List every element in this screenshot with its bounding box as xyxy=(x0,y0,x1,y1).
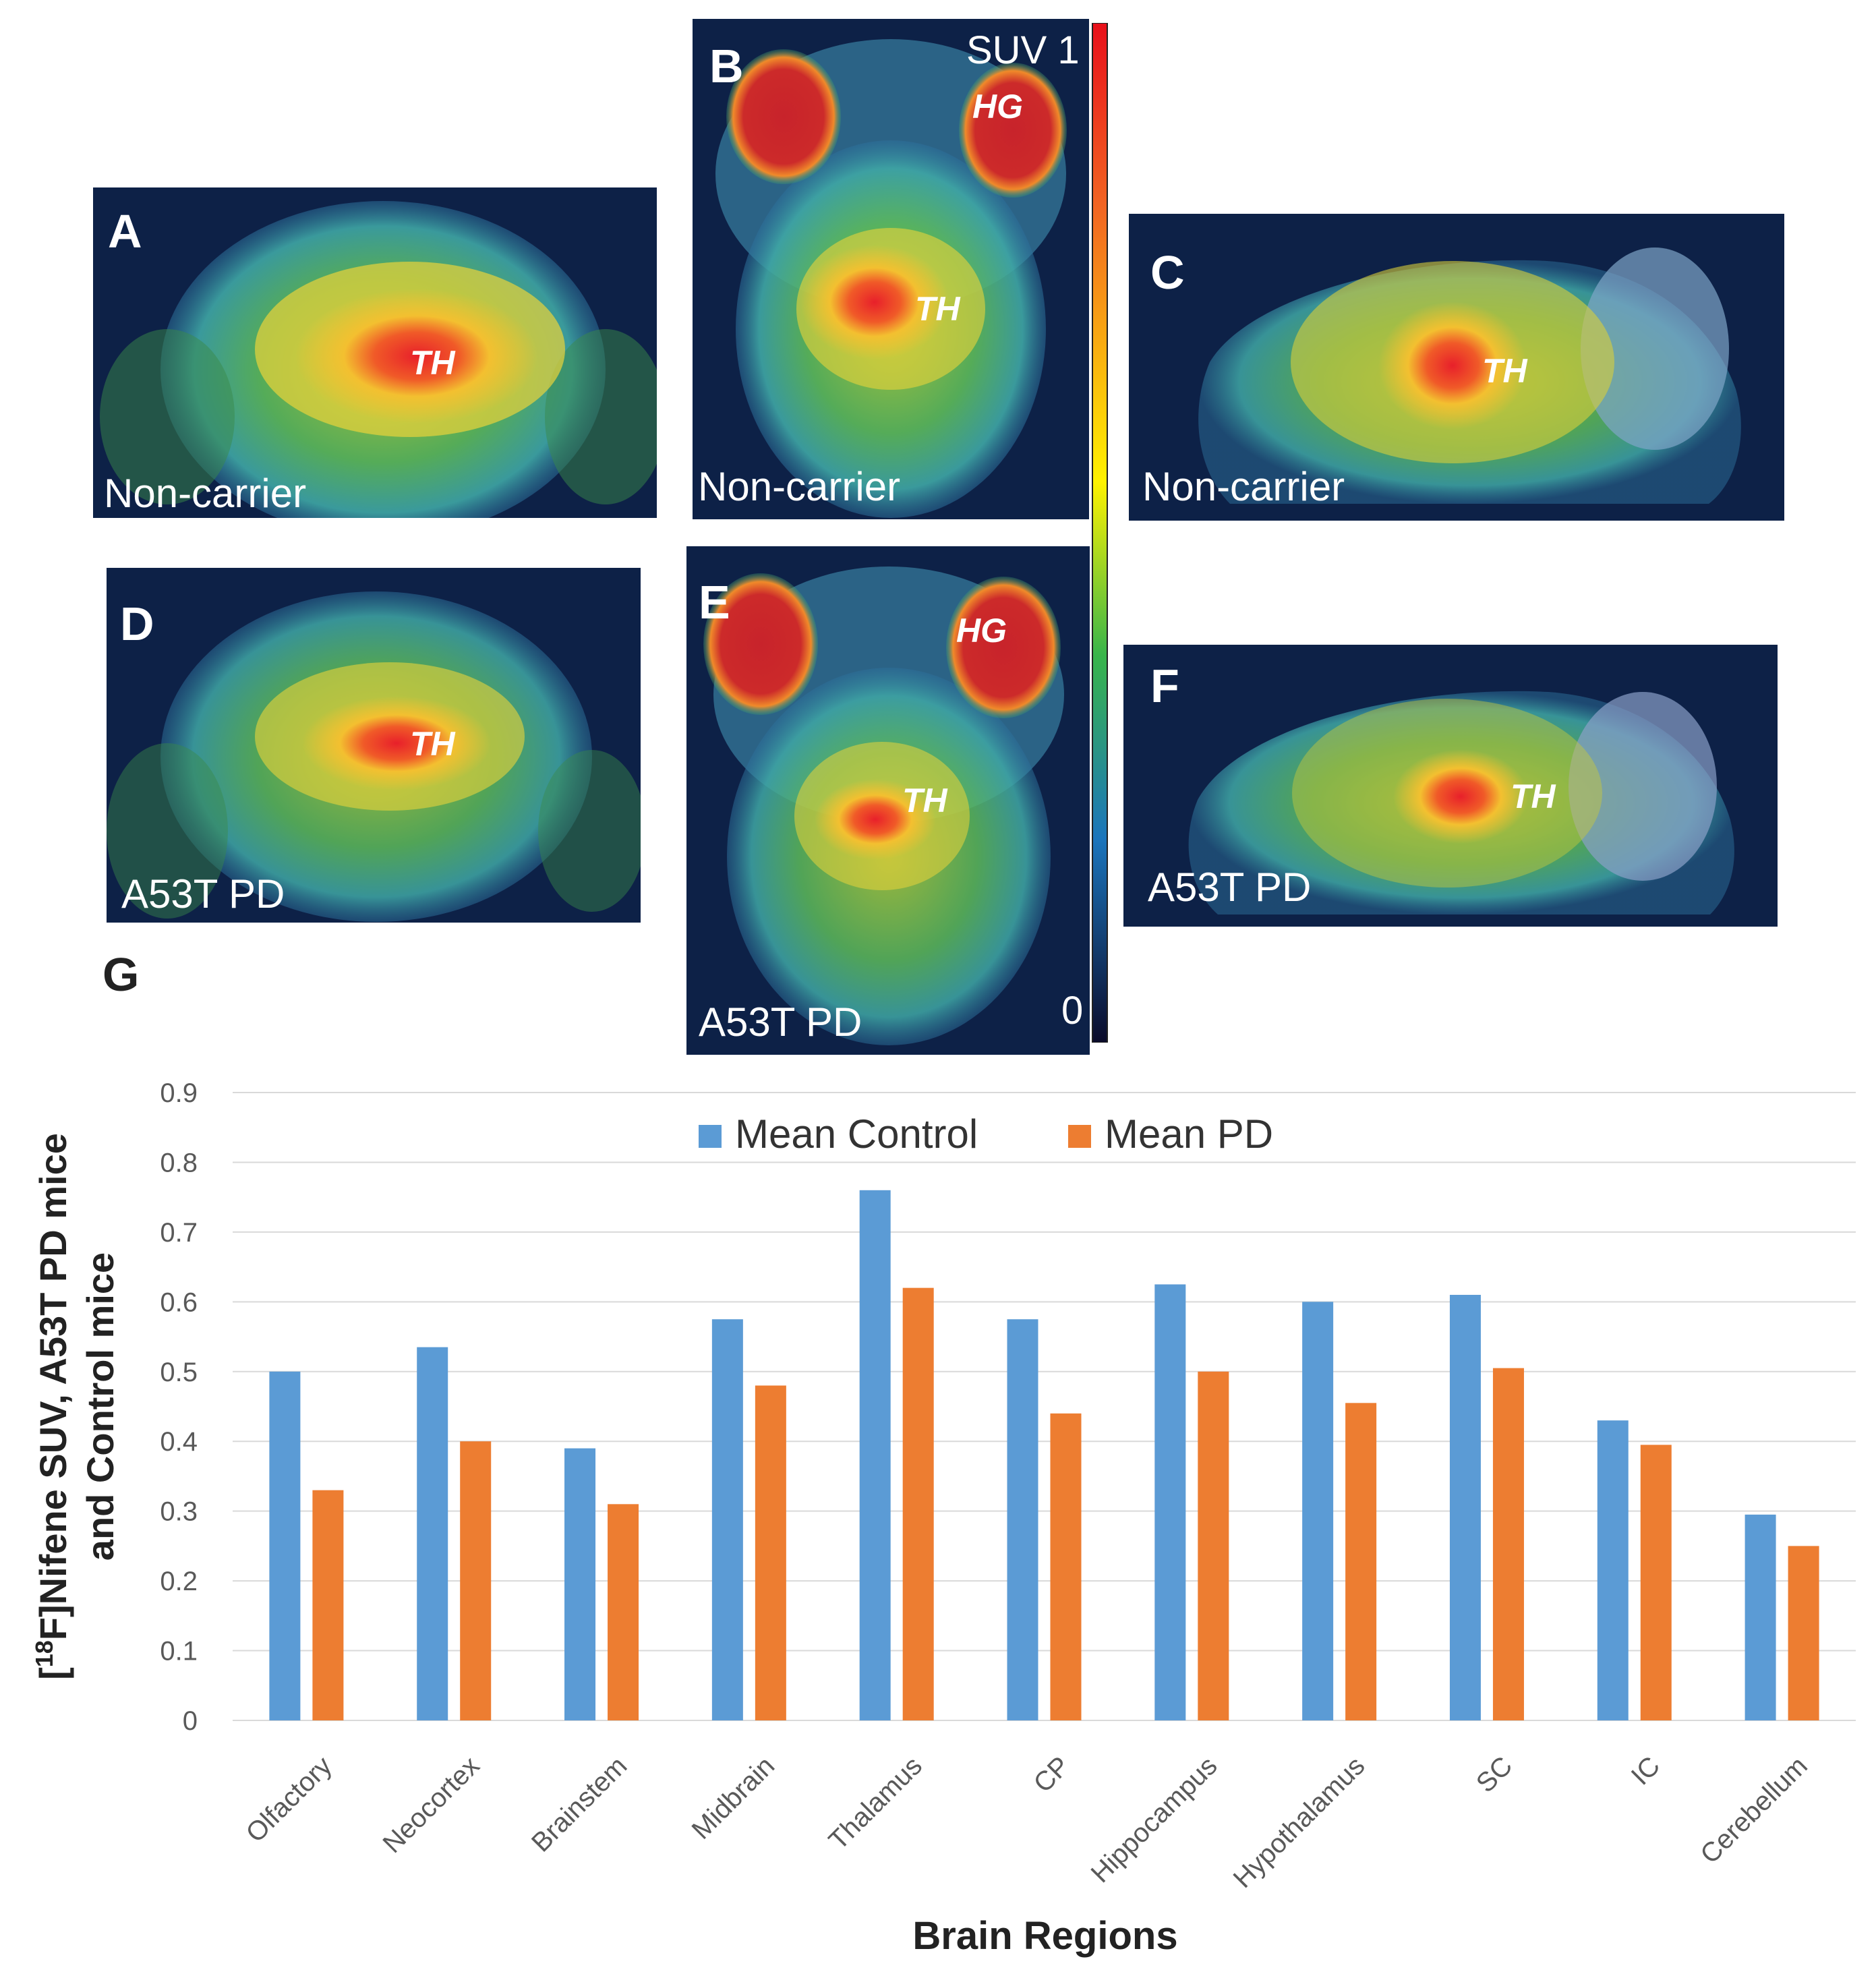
panel-c-sagittal-non-carrier: C TH Non-carrier xyxy=(1129,214,1784,521)
panel-letter-c: C xyxy=(1150,246,1185,299)
bar-control-midbrain xyxy=(711,1319,743,1720)
y-axis-title-line-1: [18F]Nifene SUV, A53T PD mice xyxy=(30,1133,75,1680)
region-label-th: TH xyxy=(1482,352,1527,390)
bar-control-hippocampus xyxy=(1154,1284,1186,1720)
sagittal-scan-image xyxy=(1129,214,1784,521)
region-label-hg: HG xyxy=(972,88,1023,125)
x-tick-label: Neocortex xyxy=(378,1751,486,1859)
y-tick-label: 0.7 xyxy=(160,1218,198,1248)
colorbar-suv-label: SUV 1 xyxy=(966,28,1080,72)
bars xyxy=(269,1190,1819,1720)
region-label-th: TH xyxy=(1511,778,1556,815)
y-tick-label: 0.1 xyxy=(160,1637,198,1666)
colorbar-min-label: 0 xyxy=(1061,989,1084,1033)
y-axis-title-line-2: and Control mice xyxy=(79,1252,121,1561)
region-label-th: TH xyxy=(410,725,455,763)
horizontal-scan-image xyxy=(686,546,1090,1055)
group-label: Non-carrier xyxy=(698,464,901,509)
region-label-th: TH xyxy=(410,344,455,382)
coronal-scan-image xyxy=(93,187,657,518)
y-tick-label: 0.4 xyxy=(160,1427,198,1457)
bar-control-thalamus xyxy=(859,1190,891,1720)
y-tick-label: 0.3 xyxy=(160,1497,198,1527)
group-label: A53T PD xyxy=(121,871,285,917)
bar-control-ic xyxy=(1597,1420,1629,1720)
group-label: Non-carrier xyxy=(104,471,307,516)
panel-letter-e: E xyxy=(699,576,730,629)
x-tick-label: Midbrain xyxy=(686,1751,781,1845)
bar-pd-neocortex xyxy=(460,1441,492,1720)
coronal-scan-image xyxy=(107,568,641,923)
bar-control-neocortex xyxy=(417,1347,448,1720)
horizontal-scan-image xyxy=(693,19,1089,519)
bar-pd-thalamus xyxy=(902,1287,934,1720)
panel-letter-f: F xyxy=(1150,660,1179,712)
x-tick-label: Brainstem xyxy=(526,1751,633,1857)
x-tick-label: Thalamus xyxy=(823,1751,928,1855)
axis-labels: Brain Regions [18F]Nifene SUV, A53T PD mi… xyxy=(30,1133,1178,1958)
bar-pd-hippocampus xyxy=(1198,1371,1229,1720)
x-tick-label: SC xyxy=(1471,1751,1518,1798)
panel-f-sagittal-a53t-pd: F TH A53T PD xyxy=(1123,645,1778,927)
bar-control-sc xyxy=(1449,1294,1481,1720)
y-tick-label: 0.8 xyxy=(160,1148,198,1178)
bar-control-cp xyxy=(1007,1319,1038,1720)
panel-b-horizontal-non-carrier: B HG TH Non-carrier SUV 1 xyxy=(693,19,1089,519)
x-tick-label: Hypothalamus xyxy=(1228,1751,1371,1894)
y-tick-label: 0.9 xyxy=(160,1078,198,1108)
x-axis-title: Brain Regions xyxy=(912,1914,1177,1958)
bar-pd-cp xyxy=(1050,1413,1082,1720)
region-label-th: TH xyxy=(915,290,960,328)
region-label-th: TH xyxy=(902,782,947,819)
bar-pd-midbrain xyxy=(755,1385,786,1720)
legend-label: Mean PD xyxy=(1105,1111,1273,1157)
x-tick-label: Cerebellum xyxy=(1695,1751,1813,1869)
y-tick-label: 0 xyxy=(183,1706,198,1736)
panel-d-coronal-a53t-pd: D TH A53T PD xyxy=(107,568,641,923)
y-tick-label: 0.2 xyxy=(160,1567,198,1596)
panel-a-coronal-non-carrier: A TH Non-carrier xyxy=(93,187,657,518)
gridlines xyxy=(233,1092,1856,1721)
legend-swatch xyxy=(1068,1125,1091,1148)
y-tick-labels: 0 0.1 0.2 0.3 0.4 0.5 0.6 0.7 0.8 0.9 xyxy=(160,1078,198,1736)
x-tick-label: Olfactory xyxy=(240,1751,337,1848)
panel-letter-g: G xyxy=(102,948,140,1001)
group-label: A53T PD xyxy=(699,999,862,1045)
bar-control-hypothalamus xyxy=(1302,1302,1334,1720)
colorbar-gradient xyxy=(1092,22,1108,1043)
y-tick-label: 0.5 xyxy=(160,1358,198,1387)
bar-control-olfactory xyxy=(269,1371,301,1720)
legend: Mean Control Mean PD xyxy=(699,1111,1273,1157)
panel-letter-d: D xyxy=(120,598,154,650)
y-tick-label: 0.6 xyxy=(160,1287,198,1317)
bar-control-brainstem xyxy=(564,1448,596,1720)
x-tick-labels: Olfactory Neocortex Brainstem Midbrain Thala… xyxy=(240,1751,1813,1894)
group-label: Non-carrier xyxy=(1142,464,1345,509)
bar-chart: 0 0.1 0.2 0.3 0.4 0.5 0.6 0.7 0.8 0.9 Olfactory Ne… xyxy=(30,1078,1856,1958)
bar-pd-brainstem xyxy=(608,1504,639,1720)
region-label-hg: HG xyxy=(956,612,1007,649)
group-label: A53T PD xyxy=(1148,865,1312,910)
legend-label: Mean Control xyxy=(735,1111,978,1157)
bar-control-cerebellum xyxy=(1745,1514,1776,1720)
sagittal-scan-image xyxy=(1123,645,1778,927)
suv-colorbar xyxy=(1091,22,1110,1043)
x-tick-label: Hippocampus xyxy=(1086,1751,1223,1888)
bar-pd-hypothalamus xyxy=(1345,1403,1377,1720)
bar-pd-ic xyxy=(1640,1445,1672,1720)
panel-e-horizontal-a53t-pd: E HG TH A53T PD 0 xyxy=(686,546,1090,1055)
legend-swatch xyxy=(699,1125,722,1148)
x-tick-label: IC xyxy=(1626,1751,1666,1791)
panel-letter-a: A xyxy=(108,205,142,258)
bar-pd-olfactory xyxy=(312,1490,344,1720)
x-tick-label: CP xyxy=(1028,1751,1075,1798)
panel-letter-b: B xyxy=(709,40,744,92)
bar-pd-cerebellum xyxy=(1788,1546,1819,1720)
bar-pd-sc xyxy=(1492,1368,1524,1720)
